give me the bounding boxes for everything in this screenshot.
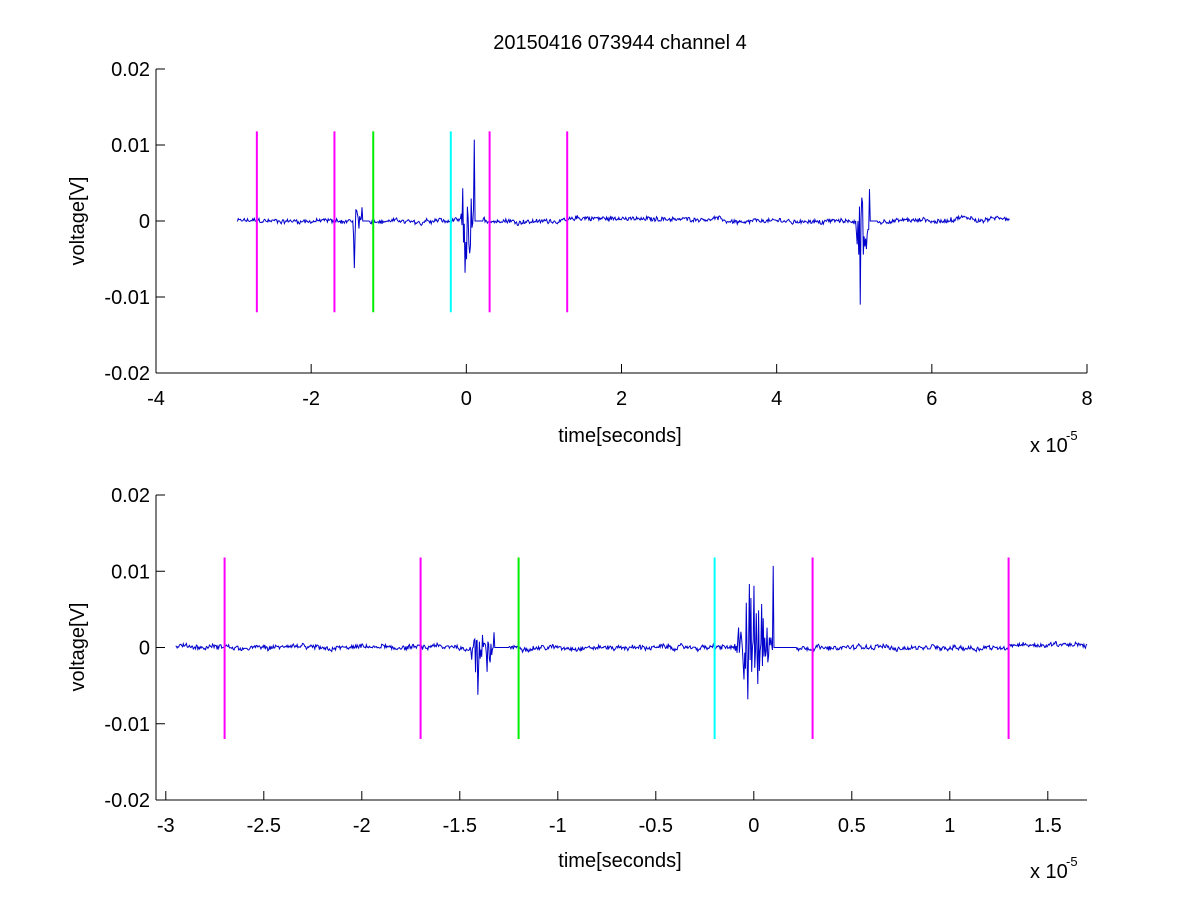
y-tick-label: -0.01 bbox=[104, 714, 150, 736]
y-tick-label: 0.02 bbox=[111, 59, 150, 81]
y-tick-label: 0.01 bbox=[111, 135, 150, 157]
y-tick-label: -0.01 bbox=[104, 287, 150, 309]
bottom-y-axis-label: voltage[V] bbox=[67, 603, 89, 692]
y-tick-label: 0.01 bbox=[111, 561, 150, 583]
x-tick-label: -0.5 bbox=[639, 815, 673, 837]
x-tick-label: -2 bbox=[353, 815, 371, 837]
top-plot: voltage[V] time[seconds] x 10 -5 -4 -2 0 2 4… bbox=[67, 59, 1093, 457]
x-tick-label: -1.5 bbox=[443, 815, 477, 837]
bottom-x-exponent-power: -5 bbox=[1066, 854, 1078, 869]
y-tick-label: 0 bbox=[139, 211, 150, 233]
x-tick-label: -4 bbox=[147, 388, 165, 410]
x-tick-label: 2 bbox=[616, 388, 627, 410]
top-x-axis-label: time[seconds] bbox=[558, 425, 681, 447]
y-tick-label: 0 bbox=[139, 638, 150, 660]
x-tick-label: 6 bbox=[926, 388, 937, 410]
top-y-axis-label: voltage[V] bbox=[67, 177, 89, 266]
y-tick-label: -0.02 bbox=[104, 790, 150, 812]
y-tick-label: -0.02 bbox=[104, 363, 150, 385]
x-tick-label: -3 bbox=[157, 815, 175, 837]
x-tick-label: 1.5 bbox=[1034, 815, 1062, 837]
bottom-plot: voltage[V] time[seconds] x 10 -5 -3 -2.5 -… bbox=[67, 485, 1088, 883]
x-tick-label: 0 bbox=[461, 388, 472, 410]
top-x-exponent-power: -5 bbox=[1066, 428, 1078, 443]
top-x-exponent: x 10 bbox=[1030, 435, 1068, 457]
x-tick-label: -2 bbox=[302, 388, 320, 410]
x-tick-label: 0 bbox=[748, 815, 759, 837]
y-tick-label: 0.02 bbox=[111, 485, 150, 507]
x-tick-label: 0.5 bbox=[838, 815, 866, 837]
x-tick-label: 1 bbox=[944, 815, 955, 837]
signal-trace bbox=[175, 565, 1088, 700]
x-tick-label: 8 bbox=[1081, 388, 1092, 410]
bottom-x-axis-label: time[seconds] bbox=[558, 850, 681, 872]
x-tick-label: -1 bbox=[549, 815, 567, 837]
chart-title: 20150416 073944 channel 4 bbox=[493, 32, 747, 54]
x-tick-label: 4 bbox=[771, 388, 782, 410]
signal-trace bbox=[236, 139, 1010, 305]
x-tick-label: -2.5 bbox=[247, 815, 281, 837]
bottom-x-exponent: x 10 bbox=[1030, 861, 1068, 883]
